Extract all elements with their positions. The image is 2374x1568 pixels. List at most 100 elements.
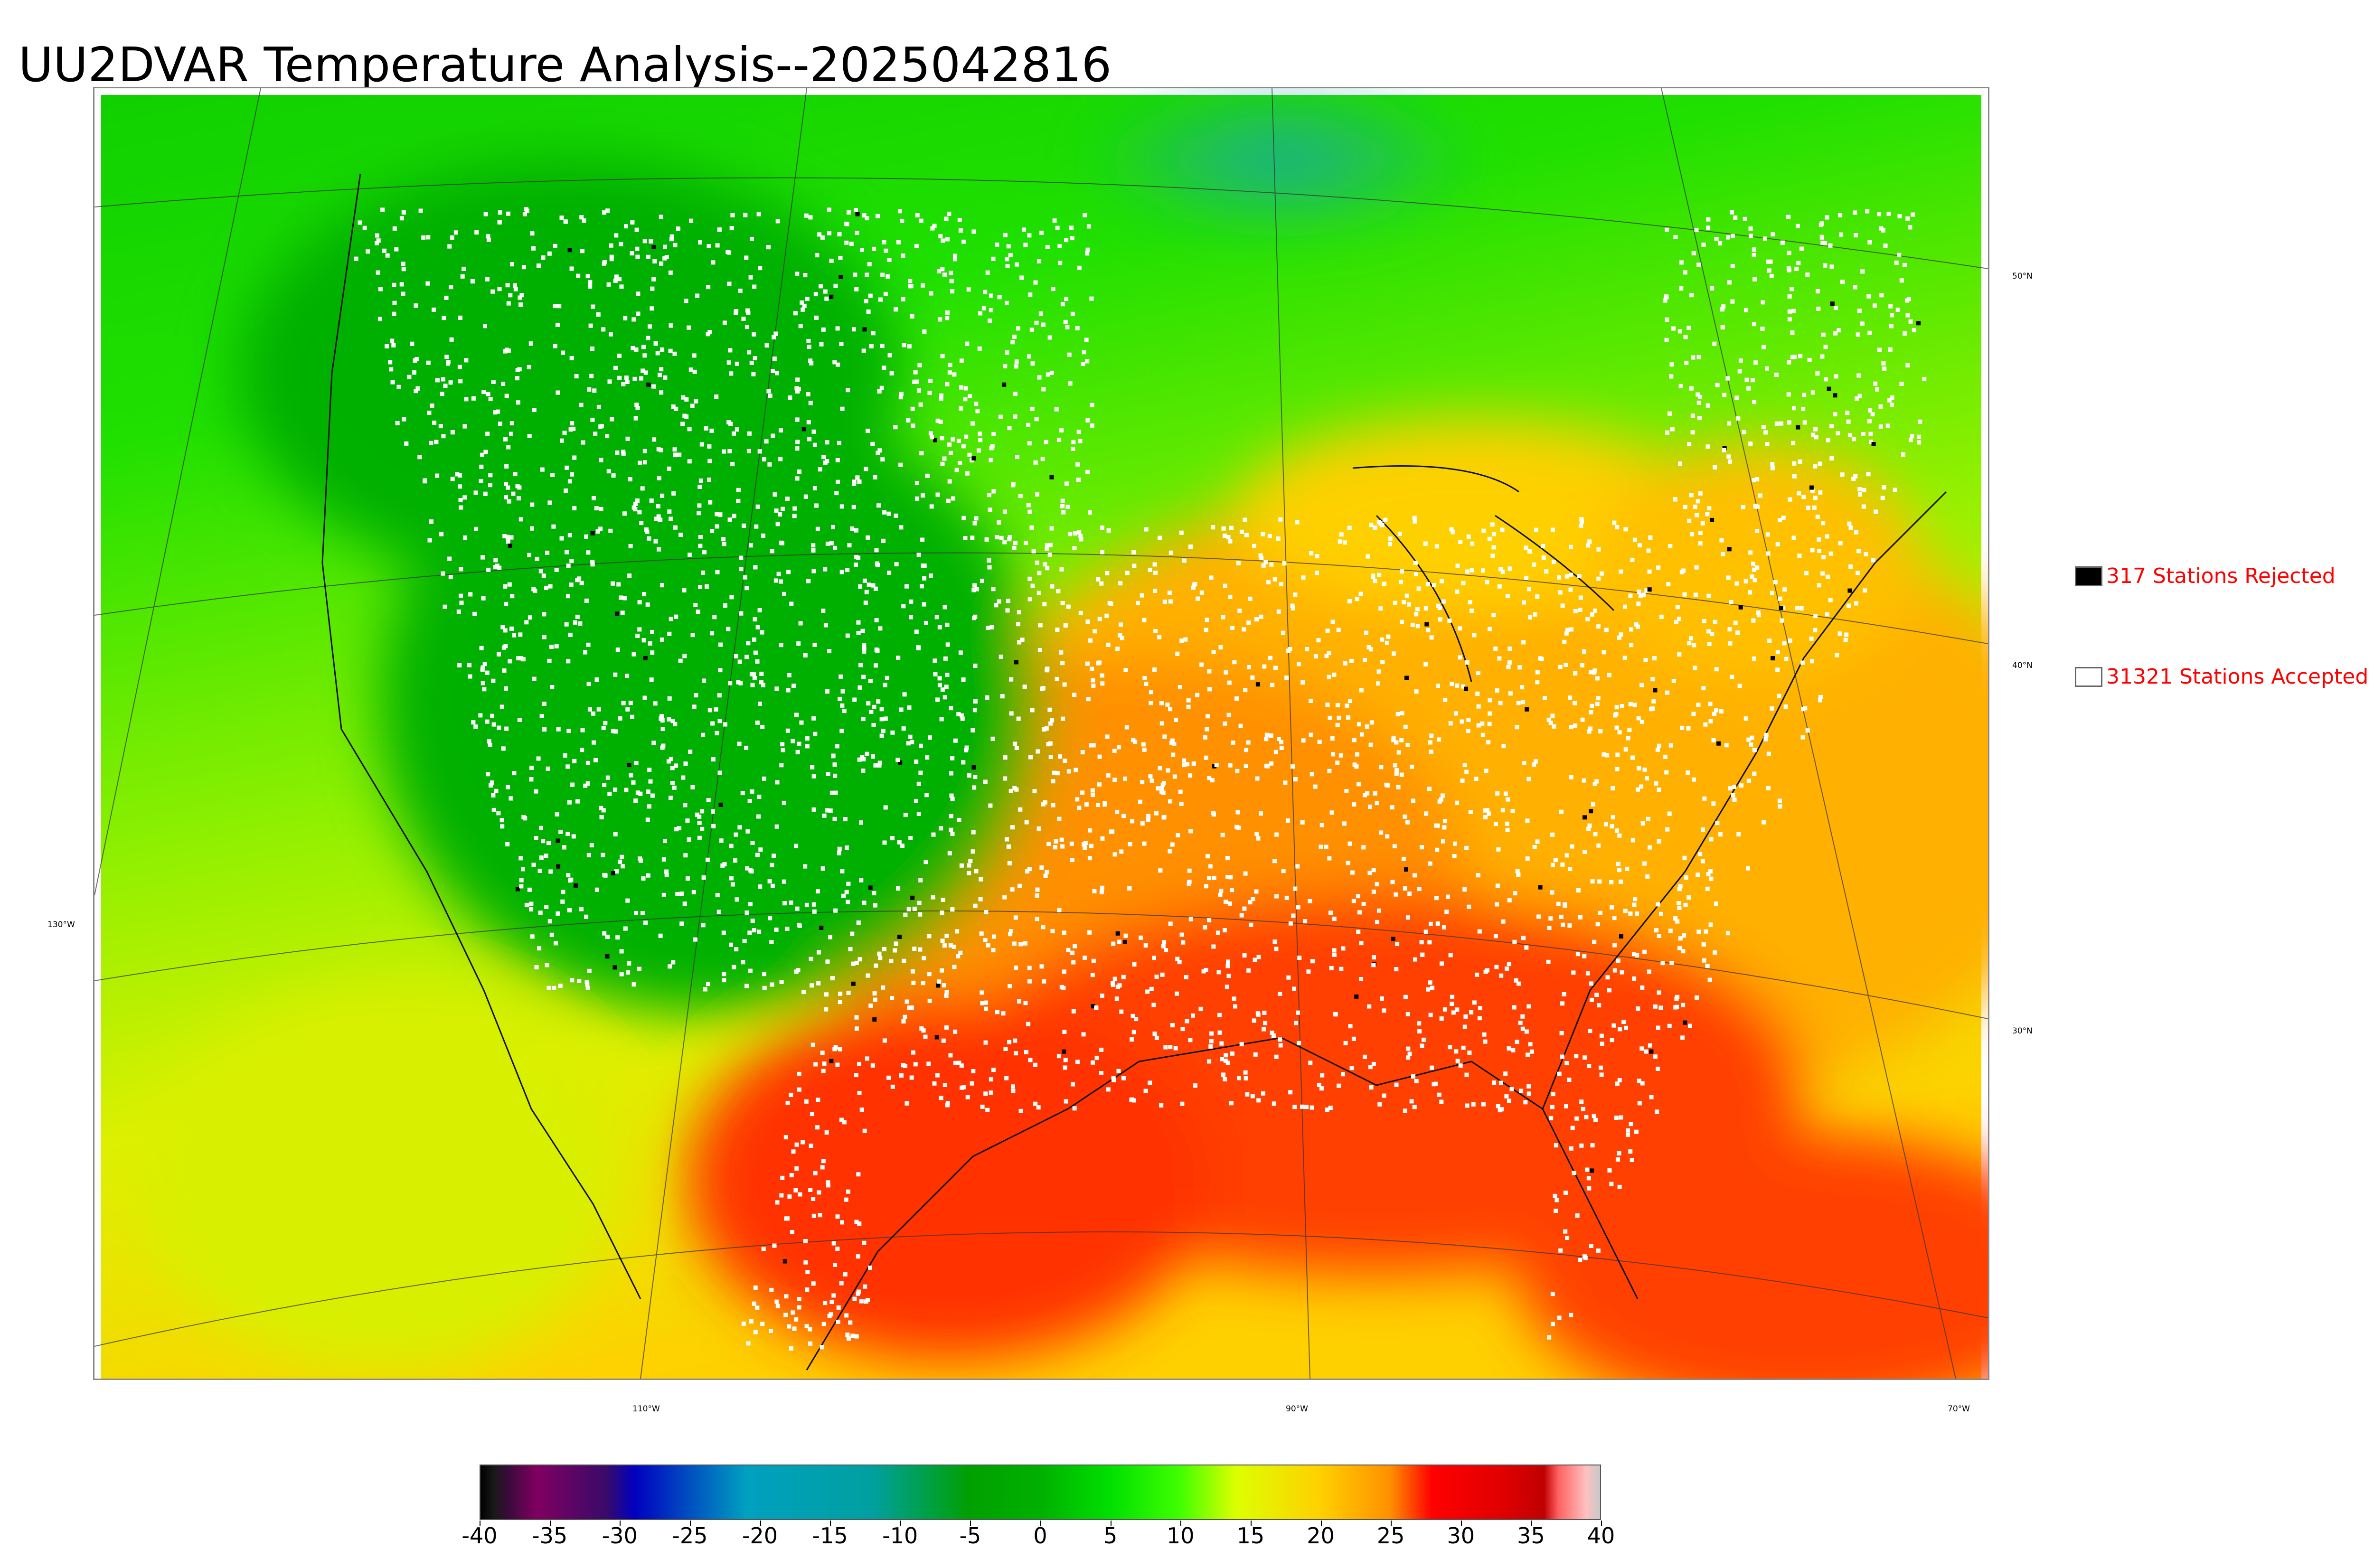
station-accepted — [366, 249, 370, 254]
station-accepted — [1303, 919, 1308, 924]
station-accepted — [1006, 599, 1010, 603]
station-accepted — [1682, 933, 1686, 938]
station-accepted — [963, 536, 968, 540]
station-accepted — [1367, 1004, 1372, 1009]
station-accepted — [635, 790, 640, 795]
station-accepted — [803, 864, 808, 869]
station-accepted — [1058, 261, 1063, 265]
station-accepted — [774, 508, 779, 513]
station-accepted — [1835, 653, 1839, 657]
station-accepted — [1054, 407, 1059, 412]
station-accepted — [505, 842, 510, 846]
station-accepted — [1106, 642, 1111, 647]
station-accepted — [820, 1165, 825, 1170]
station-accepted — [682, 901, 687, 906]
station-accepted — [1164, 948, 1168, 952]
station-accepted — [811, 1281, 816, 1286]
station-accepted — [1335, 703, 1340, 707]
station-accepted — [1733, 216, 1738, 220]
station-accepted — [641, 876, 646, 881]
station-accepted — [1765, 366, 1769, 371]
station-accepted — [1444, 910, 1449, 914]
station-accepted — [1451, 530, 1455, 535]
station-rejected — [508, 544, 512, 548]
station-accepted — [750, 841, 755, 845]
station-accepted — [924, 793, 929, 798]
station-accepted — [1043, 800, 1047, 805]
station-accepted — [375, 241, 379, 245]
station-accepted — [1748, 226, 1753, 231]
station-accepted — [1099, 581, 1104, 586]
station-accepted — [940, 354, 945, 358]
station-accepted — [874, 548, 879, 553]
station-accepted — [1630, 838, 1635, 843]
station-accepted — [606, 469, 611, 474]
station-accepted — [945, 1103, 950, 1108]
station-accepted — [1324, 654, 1329, 658]
station-accepted — [957, 1061, 961, 1065]
station-accepted — [1394, 771, 1399, 776]
station-accepted — [740, 791, 745, 796]
station-accepted — [390, 338, 395, 343]
station-accepted — [736, 680, 741, 685]
station-accepted — [584, 534, 588, 539]
station-accepted — [1554, 1209, 1558, 1213]
station-accepted — [795, 446, 800, 451]
station-accepted — [711, 260, 716, 265]
station-accepted — [683, 853, 688, 858]
station-accepted — [1714, 901, 1718, 906]
station-accepted — [641, 368, 645, 373]
station-accepted — [1099, 1071, 1103, 1075]
station-accepted — [1550, 714, 1555, 718]
station-accepted — [511, 491, 516, 496]
station-accepted — [415, 386, 420, 391]
station-accepted — [1845, 411, 1850, 415]
station-accepted — [453, 230, 458, 235]
station-accepted — [1653, 1054, 1658, 1059]
station-accepted — [1683, 270, 1687, 275]
station-accepted — [1356, 894, 1360, 899]
station-accepted — [864, 299, 868, 303]
station-accepted — [1399, 772, 1404, 777]
station-accepted — [1106, 773, 1111, 778]
station-accepted — [1642, 861, 1647, 866]
station-accepted — [1429, 750, 1433, 754]
station-accepted — [1239, 529, 1244, 534]
station-accepted — [1585, 1167, 1590, 1172]
station-accepted — [464, 397, 469, 402]
station-accepted — [1726, 454, 1731, 459]
station-accepted — [1317, 1082, 1321, 1087]
station-accepted — [500, 625, 505, 629]
station-accepted — [570, 978, 575, 983]
station-accepted — [706, 332, 710, 337]
station-accepted — [837, 851, 841, 855]
station-accepted — [744, 984, 749, 988]
station-accepted — [1168, 550, 1173, 555]
station-accepted — [1413, 572, 1418, 576]
station-accepted — [770, 863, 774, 867]
station-accepted — [1696, 355, 1701, 359]
station-accepted — [1055, 628, 1060, 632]
station-accepted — [985, 695, 989, 700]
station-accepted — [1379, 830, 1384, 835]
station-accepted — [1385, 834, 1390, 839]
station-accepted — [1494, 965, 1499, 969]
station-accepted — [1734, 581, 1739, 586]
station-accepted — [459, 567, 463, 572]
station-accepted — [1787, 420, 1791, 425]
station-accepted — [1579, 523, 1583, 528]
station-accepted — [1734, 395, 1739, 400]
station-accepted — [1525, 856, 1530, 861]
station-accepted — [864, 590, 869, 594]
station-accepted — [548, 869, 553, 874]
station-accepted — [1559, 914, 1564, 919]
station-accepted — [850, 526, 855, 531]
station-accepted — [1472, 1000, 1477, 1005]
station-accepted — [1430, 986, 1435, 990]
station-accepted — [1234, 825, 1239, 829]
station-accepted — [833, 1045, 838, 1050]
station-accepted — [1015, 455, 1019, 460]
station-accepted — [970, 849, 975, 854]
station-accepted — [949, 279, 954, 283]
station-accepted — [876, 214, 880, 218]
